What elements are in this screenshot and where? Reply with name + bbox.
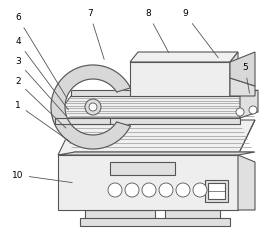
Polygon shape	[58, 152, 255, 155]
Polygon shape	[230, 52, 255, 86]
Circle shape	[89, 103, 97, 111]
Circle shape	[125, 183, 139, 197]
Circle shape	[108, 183, 122, 197]
Polygon shape	[130, 62, 230, 96]
Circle shape	[176, 183, 190, 197]
Polygon shape	[55, 96, 256, 118]
Circle shape	[85, 99, 101, 115]
Polygon shape	[85, 210, 155, 220]
Polygon shape	[80, 218, 230, 226]
Polygon shape	[230, 78, 255, 96]
Text: 5: 5	[242, 63, 249, 93]
Text: 1: 1	[15, 100, 70, 141]
Polygon shape	[238, 155, 255, 210]
Text: 2: 2	[15, 77, 66, 128]
Polygon shape	[238, 120, 255, 155]
Polygon shape	[55, 118, 240, 124]
Polygon shape	[55, 118, 110, 124]
Polygon shape	[110, 162, 175, 175]
Polygon shape	[208, 183, 225, 199]
Polygon shape	[240, 90, 256, 118]
Circle shape	[193, 183, 207, 197]
Polygon shape	[58, 155, 238, 210]
Polygon shape	[165, 210, 220, 220]
Polygon shape	[205, 180, 228, 202]
Text: 7: 7	[87, 9, 104, 59]
Circle shape	[249, 106, 257, 114]
Polygon shape	[130, 52, 238, 62]
Polygon shape	[240, 90, 258, 118]
Polygon shape	[71, 90, 256, 96]
Text: 3: 3	[15, 58, 66, 116]
Circle shape	[159, 183, 173, 197]
Polygon shape	[58, 120, 255, 155]
Text: 6: 6	[15, 13, 67, 98]
Text: 9: 9	[182, 9, 218, 58]
Text: 4: 4	[15, 37, 68, 110]
Polygon shape	[51, 65, 130, 149]
Text: 10: 10	[12, 171, 72, 183]
Text: 8: 8	[145, 9, 169, 53]
Polygon shape	[230, 52, 238, 96]
Circle shape	[236, 108, 244, 116]
Circle shape	[142, 183, 156, 197]
